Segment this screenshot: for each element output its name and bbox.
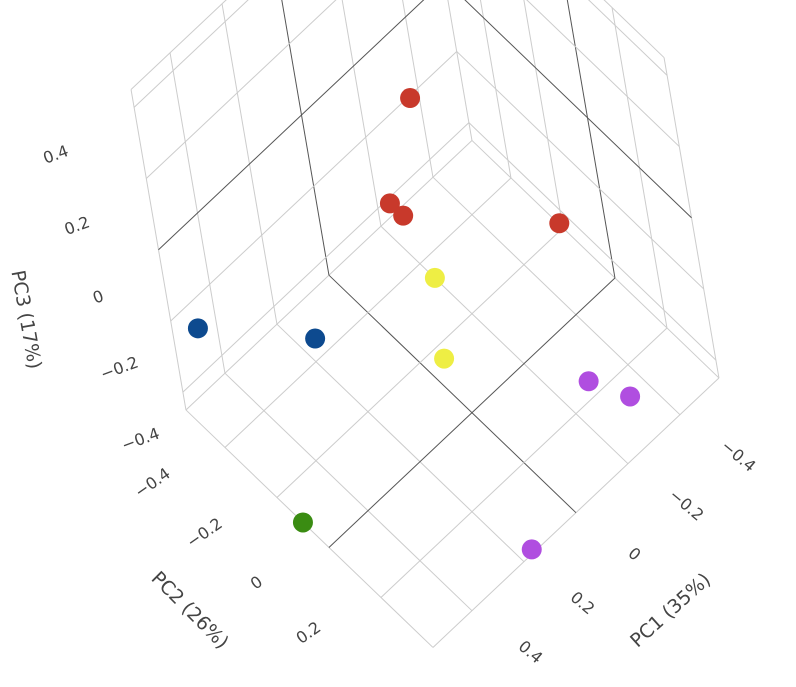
grid-line — [341, 0, 382, 227]
grid-line — [276, 323, 525, 563]
point — [434, 348, 455, 369]
box-edge — [471, 140, 720, 379]
point — [379, 193, 400, 214]
x-axis-title: PC1 (35%) — [626, 569, 715, 652]
grid-line — [328, 274, 577, 514]
point — [187, 318, 208, 339]
grid-line — [158, 0, 425, 251]
grid-line — [464, 0, 692, 219]
grid-line — [432, 176, 681, 416]
y-tick-label: 0.2 — [293, 618, 325, 648]
box-edge — [130, 89, 187, 411]
box-edge — [130, 0, 227, 90]
point — [424, 267, 445, 288]
point — [620, 386, 641, 407]
y-tick-label: 0 — [247, 572, 266, 593]
x-tick-label: −0.4 — [718, 436, 760, 476]
grid-line — [380, 225, 629, 465]
grid-line — [281, 0, 330, 276]
point — [292, 512, 313, 533]
y-tick-label: −0.2 — [183, 514, 226, 552]
grid-line — [380, 327, 668, 598]
x-tick-label: 0 — [625, 543, 645, 564]
z-tick-label: −0.2 — [98, 352, 141, 383]
box-edge — [663, 57, 720, 379]
grid-line — [456, 51, 705, 290]
point — [305, 328, 326, 349]
grid-line — [224, 177, 512, 448]
grid-line — [402, 0, 434, 178]
z-tick-label: 0.2 — [62, 212, 92, 239]
x-tick-label: 0.4 — [515, 636, 547, 667]
grid-line — [328, 277, 616, 548]
grid-line — [224, 372, 473, 612]
x-tick-label: −0.2 — [666, 485, 708, 525]
z-axis-title: PC3 (17%) — [6, 269, 45, 371]
grid-line — [588, 0, 668, 76]
point — [400, 88, 421, 109]
z-tick-label: 0.4 — [41, 141, 71, 168]
z-tick-label: 0 — [90, 286, 106, 307]
grid-line — [145, 0, 337, 179]
box-edge — [603, 0, 665, 58]
grid-line — [276, 227, 564, 498]
y-tick-label: −0.4 — [131, 464, 174, 502]
z-tick-label: −0.4 — [119, 424, 162, 455]
y-axis-title: PC2 (26%) — [147, 567, 233, 653]
x-tick-label: 0.2 — [567, 587, 599, 618]
grid-line — [468, 122, 717, 361]
grid-line — [526, 0, 680, 147]
grid-line — [182, 122, 470, 393]
point — [578, 371, 599, 392]
point — [549, 213, 570, 234]
box-edge — [447, 0, 473, 141]
grid-line — [523, 0, 564, 229]
point — [393, 205, 414, 226]
point — [521, 539, 542, 560]
grid-line — [133, 0, 249, 108]
